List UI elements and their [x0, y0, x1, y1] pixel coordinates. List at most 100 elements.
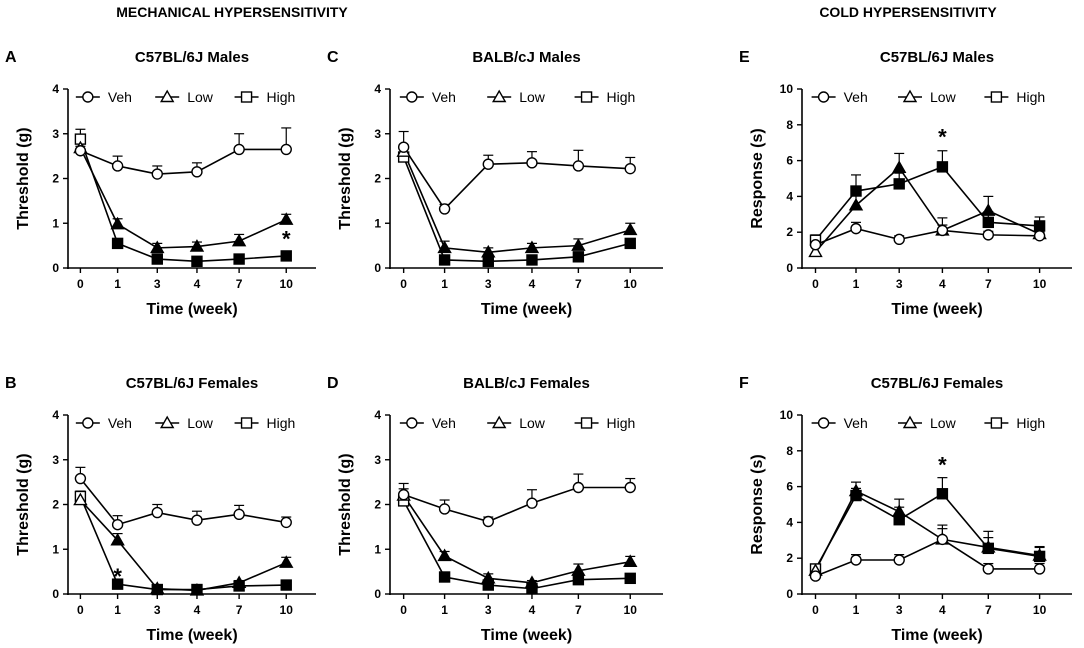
- data-point-circle: [809, 239, 822, 251]
- data-point-triangle: [110, 216, 125, 230]
- significance-star: *: [282, 227, 291, 252]
- x-tick-label: 1: [441, 277, 448, 291]
- x-axis-label: Time (week): [146, 301, 237, 318]
- data-point-circle: [850, 222, 862, 235]
- y-tick-label: 4: [52, 82, 59, 96]
- legend-item-high: High: [574, 89, 636, 105]
- series-line: [402, 495, 631, 584]
- x-tick-label: 4: [939, 603, 946, 617]
- legend-marker-square: [240, 417, 253, 429]
- data-point-circle: [526, 497, 538, 509]
- panel-letter: C: [327, 49, 339, 66]
- y-tick-label: 3: [374, 453, 381, 467]
- x-axis-label: Time (week): [481, 627, 572, 644]
- data-point-square: [893, 178, 905, 190]
- series-high: [398, 151, 636, 263]
- y-axis-label: Threshold (g): [15, 453, 32, 555]
- legend-label: High: [607, 89, 636, 105]
- data-point-square: [526, 254, 538, 266]
- series-line: [402, 500, 631, 590]
- markers-veh: [397, 481, 636, 528]
- series-veh: [75, 466, 292, 526]
- y-tick-label: 6: [786, 480, 793, 494]
- markers-veh: [74, 143, 292, 180]
- legend-marker-square: [240, 91, 253, 103]
- y-tick-label: 2: [786, 225, 793, 239]
- series-line: [814, 165, 1040, 241]
- x-tick-label: 0: [77, 603, 84, 617]
- data-point-circle: [624, 481, 636, 494]
- x-tick-label: 4: [194, 277, 201, 291]
- data-point-triangle: [623, 222, 638, 236]
- legend-marker-circle: [817, 91, 830, 103]
- data-point-triangle: [279, 555, 294, 568]
- series-line: [815, 538, 1040, 577]
- y-tick-label: 4: [374, 408, 381, 422]
- x-axis-label: Time (week): [891, 301, 982, 318]
- y-tick-label: 2: [52, 172, 59, 186]
- x-tick-label: 7: [575, 277, 582, 291]
- legend-label: High: [1016, 415, 1045, 431]
- series-line: [79, 478, 287, 526]
- legend-item-low: Low: [487, 89, 546, 105]
- data-point-triangle: [571, 563, 586, 576]
- data-point-triangle: [981, 540, 996, 553]
- data-point-square: [624, 237, 636, 250]
- legend-label: High: [267, 415, 296, 431]
- x-tick-label: 3: [485, 277, 492, 291]
- data-point-triangle: [891, 160, 907, 173]
- data-point-circle: [482, 158, 494, 170]
- data-point-circle: [482, 515, 494, 528]
- markers-low: [73, 492, 294, 596]
- legend-label: Low: [519, 89, 546, 105]
- data-point-circle: [572, 160, 585, 172]
- panel-b: B C57BL/6J Females 0 1 2 3 4 0 1 3 4 7 10 Time (week)…: [5, 375, 316, 644]
- data-point-circle: [936, 224, 949, 237]
- legend-label: High: [1016, 89, 1045, 105]
- y-tick-label: 3: [374, 127, 381, 141]
- panel-d: D BALB/cJ Females 0 1 2 3 4 0 1 3 4 7 10 Time (week) T…: [327, 375, 663, 644]
- y-axis-label: Threshold (g): [337, 127, 354, 229]
- series-low: [398, 488, 636, 584]
- significance-star: *: [938, 452, 947, 477]
- y-tick-label: 1: [374, 216, 381, 230]
- legend-marker-square: [990, 91, 1003, 103]
- panel-letter: F: [739, 375, 749, 392]
- legend-label: Veh: [108, 415, 132, 431]
- legend-item-low: Low: [898, 415, 957, 431]
- y-tick-label: 3: [52, 453, 59, 467]
- legend-marker-circle: [406, 91, 418, 103]
- panel-letter: A: [5, 49, 17, 66]
- legend-marker-triangle: [491, 89, 507, 103]
- legend-label: Low: [519, 415, 546, 431]
- data-point-triangle: [437, 548, 452, 562]
- legend-item-high: High: [984, 89, 1045, 105]
- panel-title: BALB/cJ Males: [472, 49, 580, 66]
- data-point-triangle: [437, 240, 452, 254]
- legend-item-high: High: [234, 415, 296, 431]
- data-point-circle: [1033, 563, 1046, 575]
- x-tick-label: 0: [400, 277, 407, 291]
- y-axis-label: Threshold (g): [15, 127, 32, 229]
- legend-label: Veh: [108, 89, 132, 105]
- legend-item-veh: Veh: [811, 89, 868, 105]
- y-tick-label: 10: [780, 82, 794, 96]
- series-low: [398, 144, 636, 254]
- y-tick-label: 6: [786, 154, 793, 168]
- x-tick-label: 4: [529, 277, 536, 291]
- legend-marker-circle: [82, 91, 94, 103]
- legend-item-veh: Veh: [399, 89, 456, 105]
- x-tick-label: 7: [236, 277, 243, 291]
- legend-marker-circle: [406, 417, 418, 429]
- data-point-triangle: [524, 240, 540, 254]
- legend-label: Veh: [432, 89, 456, 105]
- series-line: [814, 492, 1040, 570]
- data-point-square: [936, 488, 949, 500]
- x-tick-label: 4: [939, 277, 946, 291]
- legend-label: Low: [930, 89, 957, 105]
- series-line: [403, 486, 631, 523]
- x-tick-label: 4: [194, 603, 201, 617]
- legend-label: Veh: [844, 89, 868, 105]
- y-tick-label: 4: [786, 515, 793, 529]
